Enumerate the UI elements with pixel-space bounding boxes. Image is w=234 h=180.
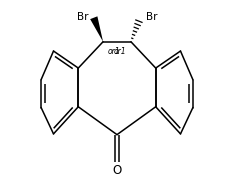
Polygon shape bbox=[90, 16, 103, 42]
Text: Br: Br bbox=[77, 12, 88, 22]
Text: Br: Br bbox=[146, 12, 157, 22]
Text: O: O bbox=[112, 164, 122, 177]
Text: or1: or1 bbox=[108, 47, 120, 56]
Text: or1: or1 bbox=[114, 47, 126, 56]
